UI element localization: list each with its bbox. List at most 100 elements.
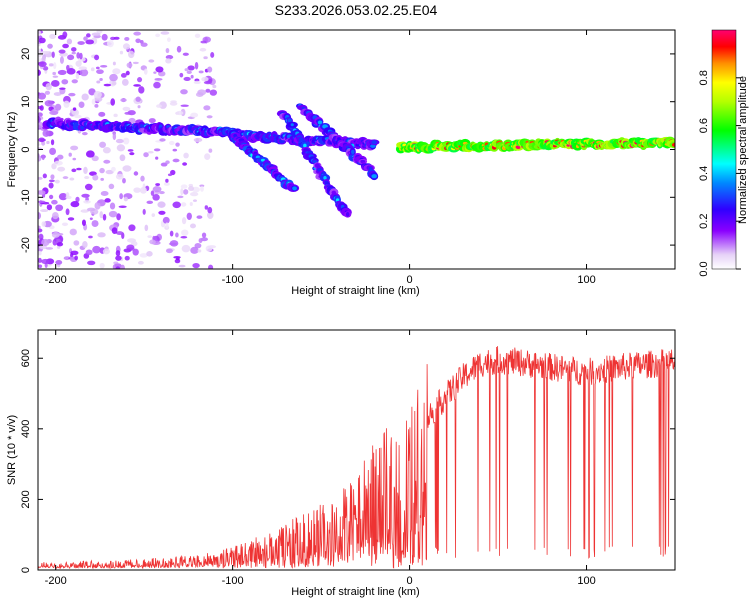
heatmap-noise-cell bbox=[81, 193, 90, 198]
heatmap-noise-cell bbox=[119, 193, 123, 200]
heatmap-noise-cell bbox=[132, 248, 139, 256]
heatmap-noise-cell bbox=[85, 39, 94, 45]
heatmap-noise-cell bbox=[188, 185, 195, 192]
heatmap-noise-cell bbox=[112, 61, 116, 66]
heatmap-noise-cell bbox=[74, 114, 82, 119]
heatmap-noise-cell bbox=[100, 177, 104, 181]
heatmap-noise-cell bbox=[65, 192, 70, 198]
heatmap-cell-core bbox=[290, 123, 294, 127]
heatmap-noise-cell bbox=[139, 253, 148, 258]
heatmap-noise-cell bbox=[129, 152, 135, 156]
heatmap-noise-cell bbox=[109, 202, 116, 210]
heatmap-noise-cell bbox=[53, 92, 62, 96]
heatmap-noise-cell bbox=[116, 231, 124, 236]
snr-frame bbox=[37, 329, 676, 571]
heatmap-noise-cell bbox=[135, 38, 141, 44]
heatmap-cell-core bbox=[345, 212, 350, 217]
heatmap-noise-cell bbox=[169, 101, 178, 106]
heatmap-noise-cell bbox=[167, 37, 171, 42]
0-ytick-label: -20 bbox=[20, 237, 32, 253]
heatmap-noise-cell bbox=[126, 244, 135, 251]
heatmap-noise-cell bbox=[94, 104, 99, 108]
heatmap-noise-cell bbox=[160, 31, 170, 35]
heatmap-noise-cell bbox=[107, 40, 114, 48]
heatmap-noise-cell bbox=[125, 70, 130, 76]
heatmap-noise-cell bbox=[186, 212, 192, 220]
heatmap-noise-cell bbox=[142, 183, 146, 191]
heatmap-noise-cell bbox=[74, 255, 79, 261]
heatmap-noise-cell bbox=[52, 75, 59, 78]
heatmap-noise-cell bbox=[41, 141, 46, 146]
heatmap-noise-cell bbox=[81, 209, 87, 213]
heatmap-noise-cell bbox=[38, 225, 41, 229]
heatmap-noise-cell bbox=[196, 215, 203, 219]
heatmap-noise-cell bbox=[200, 186, 204, 192]
heatmap-noise-cell bbox=[155, 33, 161, 38]
heatmap-noise-cell bbox=[99, 167, 105, 174]
heatmap-noise-cell bbox=[58, 49, 66, 54]
heatmap-cell-core bbox=[671, 142, 675, 147]
heatmap-noise-cell bbox=[67, 54, 75, 61]
heatmap-noise-cell bbox=[42, 129, 50, 137]
heatmap-noise-cell bbox=[69, 228, 77, 236]
heatmap-noise-cell bbox=[150, 190, 155, 196]
heatmap-noise-cell bbox=[189, 223, 196, 229]
heatmap-noise-cell bbox=[55, 260, 63, 265]
heatmap-noise-cell bbox=[44, 90, 51, 95]
heatmap-noise-cell bbox=[158, 210, 166, 215]
heatmap-noise-cell bbox=[71, 79, 78, 84]
heatmap-noise-cell bbox=[175, 232, 179, 238]
heatmap-noise-cell bbox=[41, 258, 50, 265]
heatmap-noise-cell bbox=[102, 213, 107, 221]
heatmap-noise-cell bbox=[100, 191, 109, 196]
heatmap-noise-cell bbox=[68, 152, 72, 157]
heatmap-noise-cell bbox=[144, 224, 149, 232]
heatmap-noise-cell bbox=[151, 213, 156, 217]
heatmap-noise-cell bbox=[76, 52, 81, 59]
heatmap-noise-cell bbox=[62, 176, 69, 179]
heatmap-noise-cell bbox=[38, 69, 41, 76]
heatmap-noise-cell bbox=[65, 208, 70, 216]
heatmap-noise-cell bbox=[198, 70, 204, 74]
colorbar-axis: 0.0 0.2 0.4 0.6 0.8 Normalized spectral ampli… bbox=[698, 70, 749, 276]
heatmap-noise-cell bbox=[152, 193, 160, 201]
heatmap-noise-cell bbox=[147, 235, 152, 239]
heatmap-noise-cell bbox=[120, 98, 127, 103]
heatmap-noise-cell bbox=[193, 137, 203, 143]
heatmap-noise-cell bbox=[186, 70, 192, 74]
heatmap-noise-cell bbox=[55, 204, 64, 212]
heatmap-noise-cell bbox=[180, 235, 188, 239]
heatmap-noise-cell bbox=[133, 31, 142, 36]
heatmap-noise-cell bbox=[38, 116, 41, 123]
heatmap-noise-cell bbox=[160, 162, 168, 167]
heatmap-noise-cell bbox=[182, 52, 189, 56]
heatmap-noise-cell bbox=[133, 84, 141, 87]
heatmap-noise-cell bbox=[38, 155, 42, 162]
heatmap-noise-cell bbox=[38, 176, 43, 180]
1-ytick-label: 400 bbox=[20, 420, 32, 438]
heatmap-noise-cell bbox=[51, 51, 55, 58]
heatmap-noise-cell bbox=[207, 211, 214, 219]
heatmap-noise-cell bbox=[91, 155, 99, 162]
heatmap-noise-cell bbox=[178, 264, 186, 268]
heatmap-noise-cell bbox=[96, 80, 101, 84]
heatmap-noise-cell bbox=[179, 72, 184, 78]
heatmap-noise-cell bbox=[181, 217, 187, 225]
0-ytick-label: 0 bbox=[20, 146, 32, 152]
heatmap-noise-cell bbox=[169, 140, 175, 146]
heatmap-noise-cell bbox=[75, 196, 80, 203]
heatmap-noise-cell bbox=[183, 189, 189, 195]
heatmap-noise-cell bbox=[92, 174, 99, 181]
heatmap-noise-cell bbox=[203, 81, 212, 85]
heatmap-noise-cell bbox=[38, 58, 42, 63]
heatmap-noise-cell bbox=[91, 98, 96, 105]
heatmap-noise-cell bbox=[57, 69, 67, 76]
heatmap-noise-cell bbox=[82, 241, 88, 249]
heatmap-noise-cell bbox=[131, 241, 138, 247]
heatmap-noise-cell bbox=[38, 228, 43, 233]
heatmap-noise-cell bbox=[163, 182, 170, 186]
heatmap-noise-cell bbox=[48, 182, 54, 189]
heatmap-noise-cell bbox=[72, 107, 77, 111]
heatmap-noise-cell bbox=[38, 30, 41, 37]
